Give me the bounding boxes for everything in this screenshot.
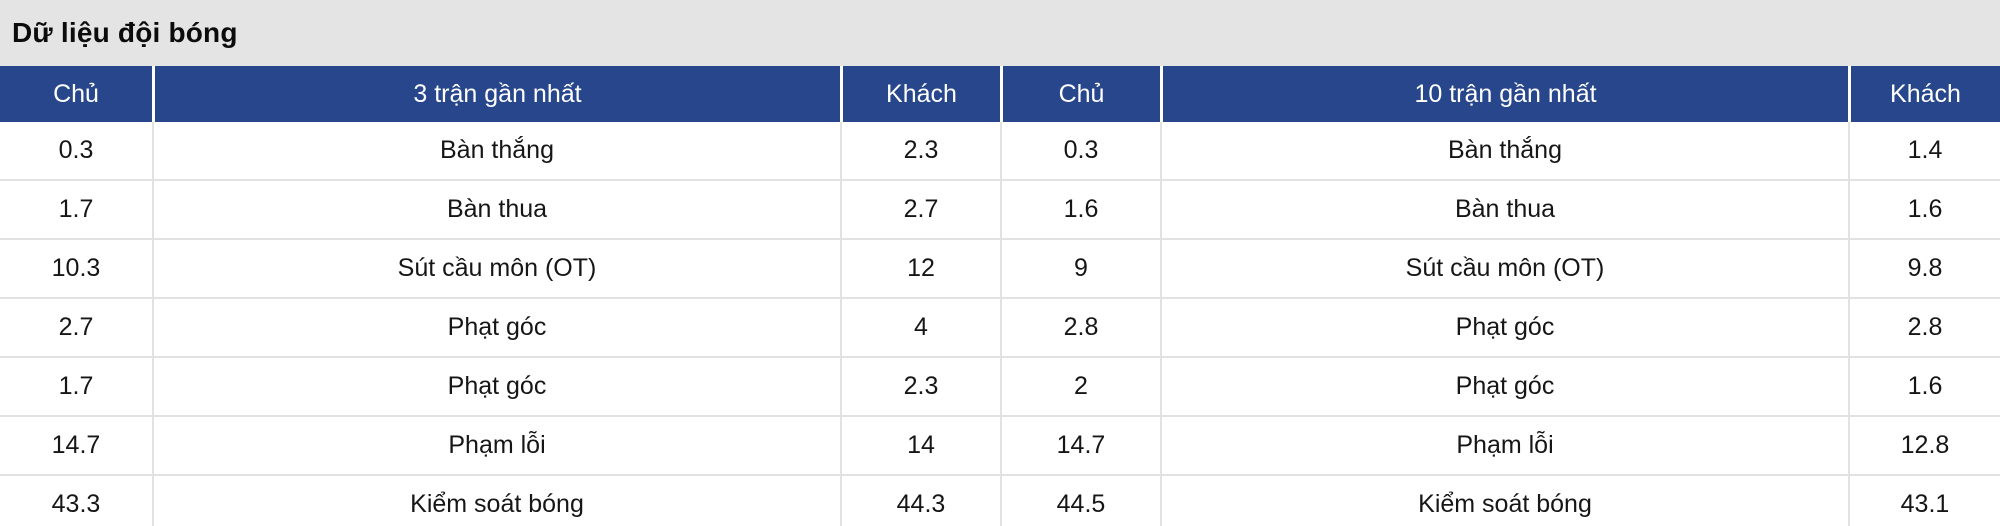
stat-value-cell: 2.3 xyxy=(840,122,1000,179)
section-title-bar: Dữ liệu đội bóng xyxy=(0,0,2000,66)
stat-label-cell: Sút cầu môn (OT) xyxy=(1160,240,1848,297)
header-home-3: Chủ xyxy=(53,79,99,108)
stat-label-cell: Sút cầu môn (OT) xyxy=(152,240,840,297)
stat-value-cell: 14.7 xyxy=(51,431,101,459)
stat-label-cell: Phạt góc xyxy=(152,299,840,356)
stat-label-cell: Bàn thua xyxy=(152,181,840,238)
stat-value-cell: 2.8 xyxy=(1848,299,2000,356)
table-row-possession: 43.3 Kiểm soát bóng 44.3 44.5 Kiểm soát … xyxy=(0,476,2000,526)
stat-value-cell: 4 xyxy=(840,299,1000,356)
stat-label-cell: Kiểm soát bóng xyxy=(152,476,840,526)
table-row-shots-on-target: 10.3 Sút cầu môn (OT) 12 9 Sút cầu môn (… xyxy=(0,240,2000,299)
table-row-corners-2: 1.7 Phạt góc 2.3 2 Phạt góc 1.6 xyxy=(0,358,2000,417)
stat-value-cell: 1.6 xyxy=(1848,181,2000,238)
stat-value-cell: 1.7 xyxy=(58,195,94,223)
stat-value-cell: 9 xyxy=(1000,240,1160,297)
stat-value-cell: 14.7 xyxy=(1000,417,1160,474)
table-row-goals-scored: 0.3 Bàn thắng 2.3 0.3 Bàn thắng 1.4 xyxy=(0,122,2000,181)
stat-value-cell: 1.6 xyxy=(1848,358,2000,415)
stat-label-cell: Phạm lỗi xyxy=(152,417,840,474)
page-title: Dữ liệu đội bóng xyxy=(12,17,238,48)
stat-label-cell: Phạt góc xyxy=(1160,358,1848,415)
table-header-row: Chủ 3 trận gần nhất Khách Chủ 10 trận gầ… xyxy=(0,66,2000,122)
table-row-corners: 2.7 Phạt góc 4 2.8 Phạt góc 2.8 xyxy=(0,299,2000,358)
stat-value-cell: 2.7 xyxy=(840,181,1000,238)
table-row-goals-conceded: 1.7 Bàn thua 2.7 1.6 Bàn thua 1.6 xyxy=(0,181,2000,240)
stat-label-cell: Bàn thắng xyxy=(152,122,840,179)
header-stat-10: 10 trận gần nhất xyxy=(1160,66,1848,122)
stat-value-cell: 12 xyxy=(840,240,1000,297)
stat-value-cell: 2.8 xyxy=(1000,299,1160,356)
header-home-10: Chủ xyxy=(1000,66,1160,122)
stat-label-cell: Bàn thắng xyxy=(1160,122,1848,179)
stat-value-cell: 44.3 xyxy=(840,476,1000,526)
stat-value-cell: 43.1 xyxy=(1848,476,2000,526)
stat-value-cell: 2 xyxy=(1000,358,1160,415)
stat-value-cell: 44.5 xyxy=(1000,476,1160,526)
stat-value-cell: 43.3 xyxy=(51,490,101,518)
header-away-3: Khách xyxy=(840,66,1000,122)
stat-label-cell: Kiểm soát bóng xyxy=(1160,476,1848,526)
table-row-fouls: 14.7 Phạm lỗi 14 14.7 Phạm lỗi 12.8 xyxy=(0,417,2000,476)
stat-value-cell: 2.3 xyxy=(840,358,1000,415)
stat-value-cell: 10.3 xyxy=(51,254,101,282)
stat-label-cell: Phạm lỗi xyxy=(1160,417,1848,474)
stat-label-cell: Bàn thua xyxy=(1160,181,1848,238)
stat-value-cell: 2.7 xyxy=(58,313,94,341)
stat-value-cell: 14 xyxy=(840,417,1000,474)
stat-value-cell: 1.7 xyxy=(58,372,94,400)
stat-label-cell: Phạt góc xyxy=(152,358,840,415)
stat-label-cell: Phạt góc xyxy=(1160,299,1848,356)
stat-value-cell: 12.8 xyxy=(1848,417,2000,474)
stat-value-cell: 0.3 xyxy=(1000,122,1160,179)
stat-value-cell: 0.3 xyxy=(58,136,94,164)
stat-value-cell: 9.8 xyxy=(1848,240,2000,297)
stat-value-cell: 1.6 xyxy=(1000,181,1160,238)
stat-value-cell: 1.4 xyxy=(1848,122,2000,179)
header-away-10: Khách xyxy=(1848,66,2000,122)
header-stat-3: 3 trận gần nhất xyxy=(152,66,840,122)
